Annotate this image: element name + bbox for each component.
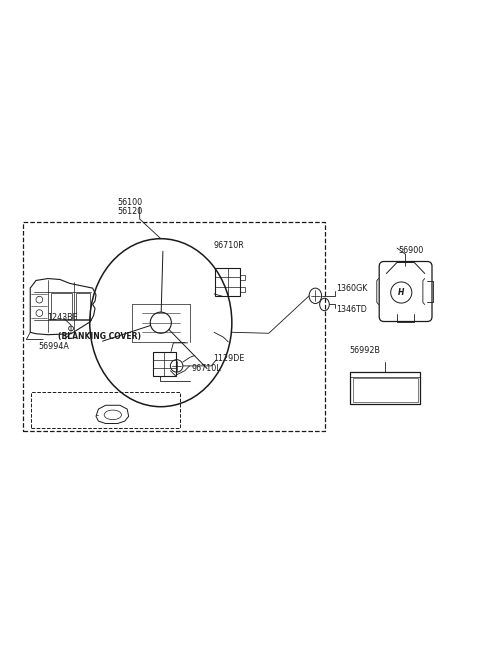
Text: 96710R: 96710R <box>214 242 244 250</box>
Text: 56994A: 56994A <box>38 342 69 351</box>
Bar <box>215 267 240 296</box>
Text: 1346TD: 1346TD <box>336 305 367 314</box>
Text: 1243BE: 1243BE <box>47 313 78 322</box>
Text: (BLANKING COVER): (BLANKING COVER) <box>58 331 141 341</box>
Text: H: H <box>398 288 405 297</box>
Bar <box>76 293 90 319</box>
Bar <box>23 222 325 431</box>
Bar <box>31 392 180 428</box>
Bar <box>350 371 420 404</box>
Bar <box>153 352 176 375</box>
Text: 56992B: 56992B <box>349 346 380 355</box>
Bar <box>240 287 245 291</box>
Text: 96710L: 96710L <box>192 364 222 373</box>
Text: 56120: 56120 <box>117 207 142 216</box>
Text: 56900: 56900 <box>398 246 424 255</box>
Bar <box>240 274 245 280</box>
Text: 56100: 56100 <box>117 198 142 207</box>
Bar <box>353 378 418 402</box>
Bar <box>51 293 72 319</box>
Text: 1360GK: 1360GK <box>336 284 367 293</box>
Text: 1129DE: 1129DE <box>214 354 245 364</box>
